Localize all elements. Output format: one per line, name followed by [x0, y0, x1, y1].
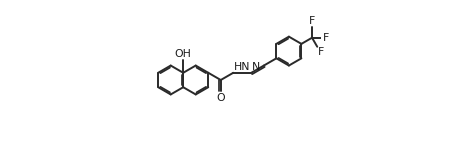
Text: F: F: [318, 47, 324, 57]
Text: F: F: [323, 33, 330, 43]
Text: HN: HN: [234, 62, 250, 72]
Text: O: O: [217, 93, 225, 103]
Text: F: F: [309, 16, 315, 26]
Text: N: N: [251, 62, 260, 72]
Text: OH: OH: [175, 49, 192, 59]
